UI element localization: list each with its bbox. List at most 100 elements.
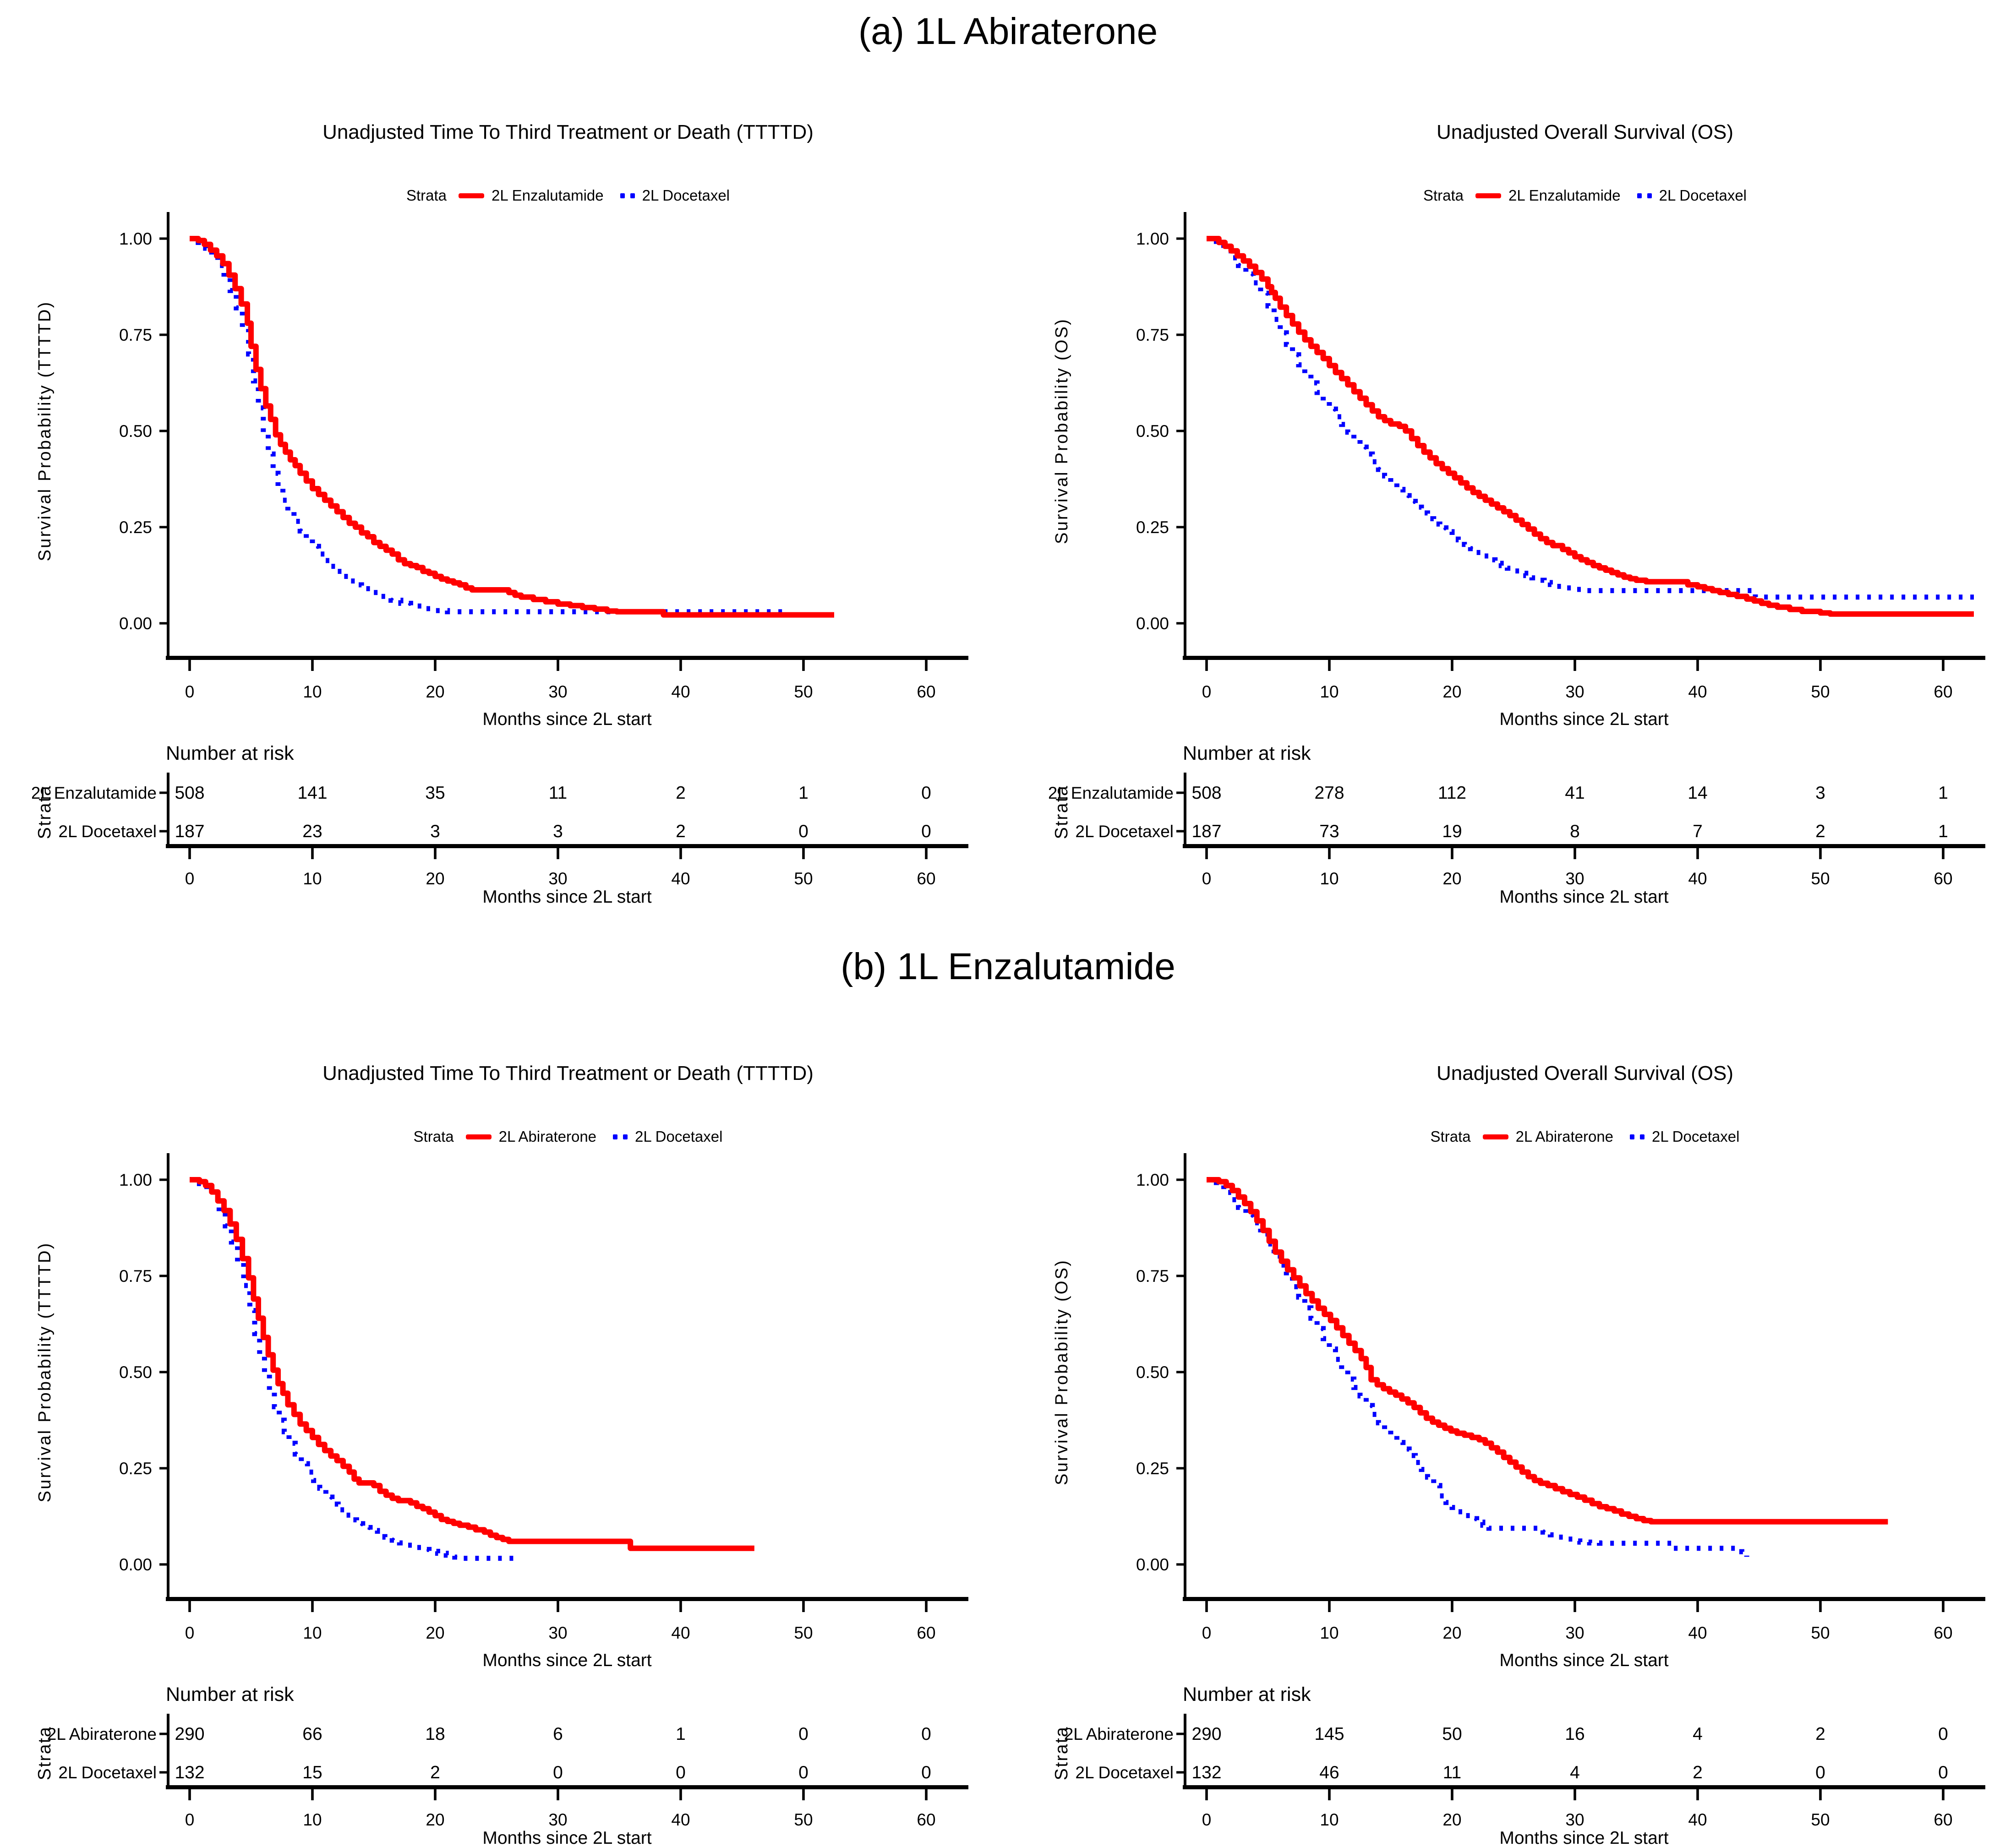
x-tick-label: 50	[1811, 1624, 1830, 1642]
legend-key-dotted-icon	[613, 1134, 628, 1139]
risk-x-tick	[1942, 848, 1945, 859]
risk-x-tick	[557, 848, 559, 859]
risk-row-tick	[159, 830, 169, 833]
risk-x-tick	[1451, 1789, 1453, 1800]
risk-count: 2	[1815, 822, 1825, 841]
risk-count: 278	[1314, 783, 1344, 803]
x-tick-label: 10	[303, 1624, 322, 1642]
risk-x-tick-label: 10	[303, 1810, 322, 1829]
x-tick-label: 60	[1934, 1624, 1952, 1642]
x-tick	[925, 1601, 928, 1612]
risk-row-tick	[1176, 830, 1186, 833]
x-tick	[1696, 660, 1699, 671]
risk-x-tick-label: 50	[1811, 1810, 1830, 1829]
x-tick-label: 20	[1442, 1624, 1461, 1642]
panel-title: Unadjusted Time To Third Treatment or De…	[322, 1062, 814, 1084]
risk-row-tick	[1176, 1771, 1186, 1774]
risk-count: 14	[1688, 783, 1707, 803]
y-axis-line	[1184, 1153, 1186, 1600]
x-tick-label: 50	[794, 682, 813, 701]
risk-count: 18	[425, 1724, 445, 1744]
risk-count: 3	[430, 822, 440, 841]
risk-count: 2	[676, 822, 686, 841]
risk-x-tick-label: 0	[185, 1810, 195, 1829]
x-tick-label: 30	[1565, 682, 1584, 701]
y-tick	[1176, 237, 1186, 240]
risk-x-tick-label: 20	[426, 869, 444, 888]
x-tick	[188, 660, 191, 671]
risk-x-tick	[1573, 848, 1576, 859]
risk-count: 0	[1938, 1724, 1948, 1744]
legend-label-2l-abiraterone: 2L Abiraterone	[498, 1128, 597, 1145]
y-tick	[1176, 430, 1186, 432]
risk-x-tick	[1573, 1789, 1576, 1800]
y-axis-title: Survival Probability (OS)	[1052, 1259, 1071, 1485]
x-tick-label: 40	[1688, 1624, 1707, 1642]
y-axis-line	[167, 212, 169, 659]
risk-axis-line-vertical	[1184, 773, 1186, 846]
risk-axis-label: Strata	[1052, 1726, 1071, 1780]
x-tick-label: 20	[426, 682, 444, 701]
risk-x-tick-label: 30	[1565, 1810, 1584, 1829]
risk-x-axis-title: Months since 2L start	[482, 887, 651, 904]
legend-key-solid-icon	[1475, 193, 1502, 198]
risk-x-axis-title: Months since 2L start	[482, 1828, 651, 1846]
risk-x-tick-label: 50	[1811, 869, 1830, 888]
x-tick-label: 0	[185, 682, 195, 701]
x-tick	[557, 1601, 559, 1612]
y-tick-label: 0.50	[119, 1363, 152, 1382]
risk-count: 35	[425, 783, 445, 803]
legend-label-2l-abiraterone: 2L Abiraterone	[1515, 1128, 1614, 1145]
risk-x-tick-label: 0	[1202, 1810, 1212, 1829]
x-tick	[679, 660, 682, 671]
km-plot: Survival Probability (OS) 0.00 0.25 0.50 0.7…	[1049, 212, 1985, 904]
x-tick-label: 20	[426, 1624, 444, 1642]
x-tick-label: 10	[1320, 1624, 1339, 1642]
risk-x-tick	[1328, 848, 1331, 859]
risk-count: 0	[921, 822, 931, 841]
x-axis-line	[1183, 1597, 1985, 1601]
risk-table-title: Number at risk	[1183, 742, 1311, 764]
y-tick	[159, 333, 169, 336]
x-tick	[1696, 1601, 1699, 1612]
x-tick-label: 10	[303, 682, 322, 701]
y-tick	[159, 237, 169, 240]
legend: Strata 2L Enzalutamide 2L Docetaxel	[1168, 185, 2002, 206]
risk-count: 0	[553, 1763, 563, 1782]
risk-axis-line-vertical	[1184, 1714, 1186, 1787]
x-tick-label: 0	[1202, 1624, 1212, 1642]
risk-axis-line-vertical	[167, 773, 169, 846]
y-tick	[159, 1275, 169, 1277]
risk-count: 141	[297, 783, 327, 803]
risk-axis-label: Strata	[35, 1726, 55, 1780]
risk-x-tick	[679, 848, 682, 859]
y-tick	[1176, 1467, 1186, 1470]
x-tick-label: 40	[1688, 682, 1707, 701]
section-b-title: (b) 1L Enzalutamide	[841, 946, 1175, 987]
risk-count: 290	[1191, 1724, 1221, 1744]
risk-x-tick-label: 60	[1934, 1810, 1952, 1829]
km-curve-2l-abiraterone	[1207, 1177, 1888, 1525]
risk-x-tick	[557, 1789, 559, 1800]
risk-count: 7	[1693, 822, 1703, 841]
x-tick	[925, 660, 928, 671]
risk-x-tick-label: 60	[1934, 869, 1952, 888]
y-tick	[159, 430, 169, 432]
y-axis-line	[1184, 212, 1186, 659]
y-tick-label: 0.75	[119, 326, 152, 344]
x-tick-label: 30	[1565, 1624, 1584, 1642]
risk-row-tick	[1176, 1733, 1186, 1735]
legend-label-2l-docetaxel: 2L Docetaxel	[1659, 187, 1747, 204]
legend-label-2l-enzalutamide: 2L Enzalutamide	[492, 187, 604, 204]
risk-x-tick	[1328, 1789, 1331, 1800]
panel-title: Unadjusted Time To Third Treatment or De…	[322, 121, 814, 143]
risk-row-label-2l-docetaxel: 2L Docetaxel	[58, 1763, 157, 1782]
x-tick	[1205, 1601, 1208, 1612]
legend-key-dotted-icon	[1630, 1134, 1645, 1139]
x-tick	[1451, 1601, 1453, 1612]
y-tick-label: 0.75	[1136, 1267, 1169, 1286]
y-tick	[1176, 333, 1186, 336]
y-axis-title: Survival Probability (TTTTD)	[35, 1242, 55, 1503]
risk-x-axis-title: Months since 2L start	[1499, 1828, 1668, 1846]
legend-label-2l-docetaxel: 2L Docetaxel	[642, 187, 730, 204]
